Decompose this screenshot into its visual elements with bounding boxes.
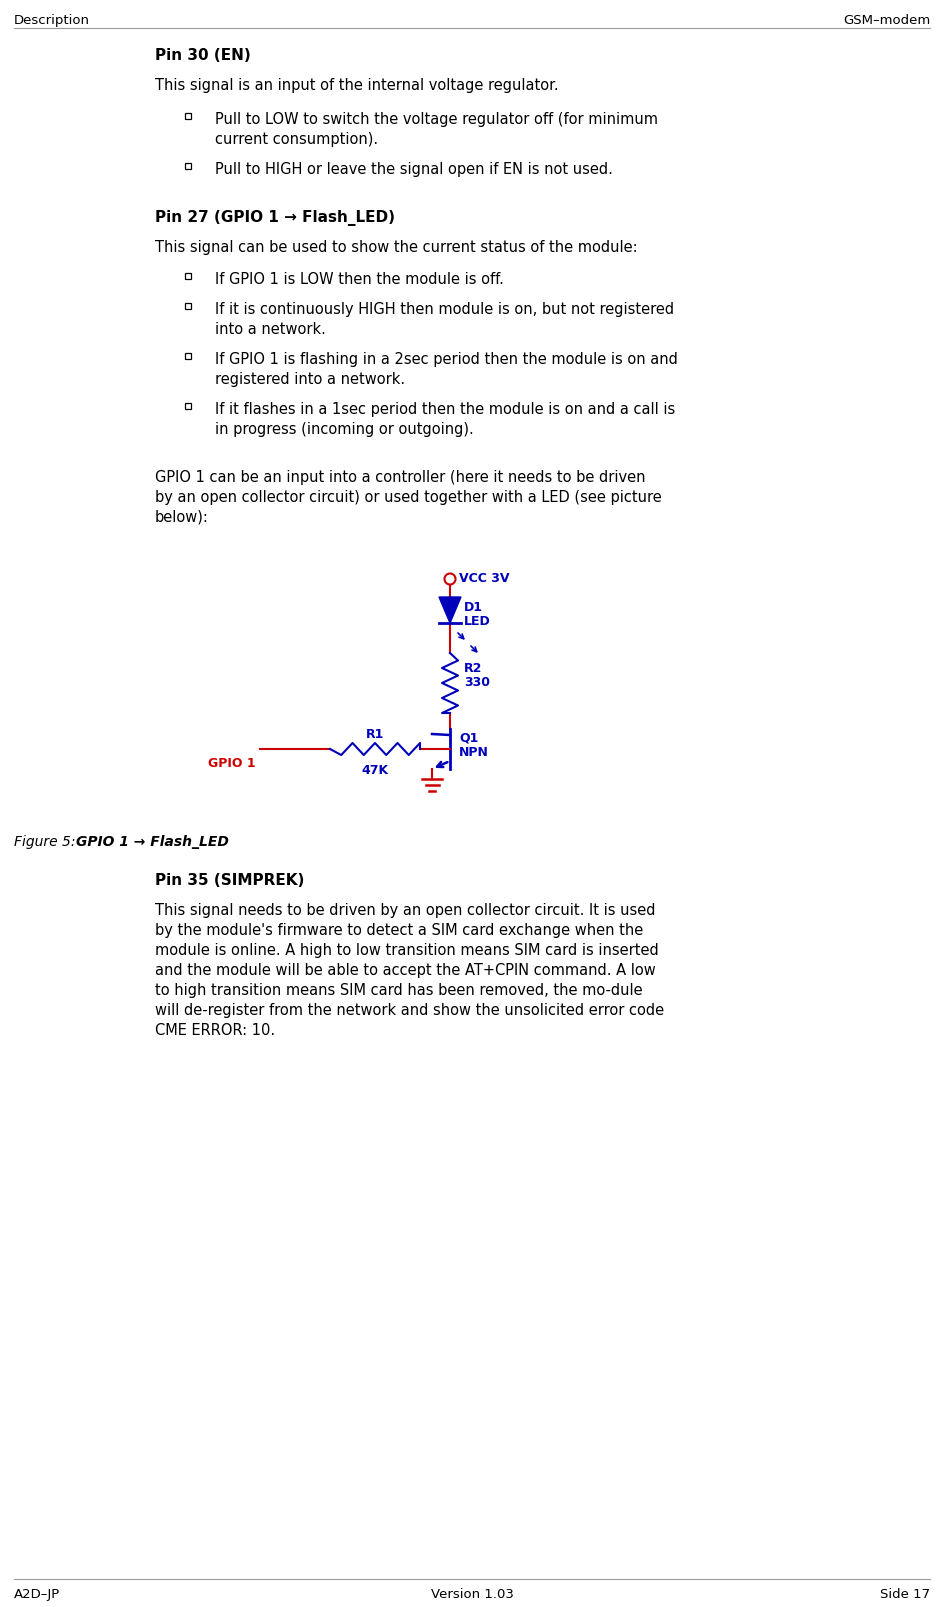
Text: 47K: 47K <box>362 763 389 776</box>
Text: If GPIO 1 is flashing in a 2sec period then the module is on and: If GPIO 1 is flashing in a 2sec period t… <box>215 352 678 366</box>
Text: LED: LED <box>464 614 491 628</box>
Text: Side 17: Side 17 <box>880 1588 930 1601</box>
Text: and the module will be able to accept the AT+CPIN command. A low: and the module will be able to accept th… <box>155 963 656 977</box>
Text: module is online. A high to low transition means SIM card is inserted: module is online. A high to low transiti… <box>155 942 659 958</box>
Bar <box>185 354 191 360</box>
Text: CME ERROR: 10.: CME ERROR: 10. <box>155 1022 275 1038</box>
Text: by the module's firmware to detect a SIM card exchange when the: by the module's firmware to detect a SIM… <box>155 922 643 937</box>
Bar <box>185 304 191 310</box>
Text: Pin 30 (EN): Pin 30 (EN) <box>155 48 251 63</box>
Text: Pin 27 (GPIO 1 → Flash_LED): Pin 27 (GPIO 1 → Flash_LED) <box>155 211 395 227</box>
Text: Description: Description <box>14 14 90 27</box>
Text: If it is continuously HIGH then module is on, but not registered: If it is continuously HIGH then module i… <box>215 302 674 317</box>
Text: GPIO 1 can be an input into a controller (here it needs to be driven: GPIO 1 can be an input into a controller… <box>155 469 646 485</box>
Text: will de-register from the network and show the unsolicited error code: will de-register from the network and sh… <box>155 1003 665 1017</box>
Text: A2D–JP: A2D–JP <box>14 1588 60 1601</box>
Text: D1: D1 <box>464 601 483 614</box>
Text: below):: below): <box>155 509 209 524</box>
Polygon shape <box>439 598 461 624</box>
Bar <box>185 164 191 170</box>
Text: GPIO 1: GPIO 1 <box>209 757 256 770</box>
Text: R1: R1 <box>366 728 384 741</box>
Text: Pull to LOW to switch the voltage regulator off (for minimum: Pull to LOW to switch the voltage regula… <box>215 112 658 127</box>
Text: GPIO 1 → Flash_LED: GPIO 1 → Flash_LED <box>76 834 228 848</box>
Text: 330: 330 <box>464 675 490 688</box>
Text: NPN: NPN <box>459 746 489 759</box>
Bar <box>185 273 191 280</box>
Text: Version 1.03: Version 1.03 <box>430 1588 514 1601</box>
Text: If GPIO 1 is LOW then the module is off.: If GPIO 1 is LOW then the module is off. <box>215 272 504 286</box>
Bar <box>185 403 191 410</box>
Text: If it flashes in a 1sec period then the module is on and a call is: If it flashes in a 1sec period then the … <box>215 402 675 416</box>
Text: This signal can be used to show the current status of the module:: This signal can be used to show the curr… <box>155 239 637 256</box>
Text: Figure 5:: Figure 5: <box>14 834 84 848</box>
Text: Pin 35 (SIMPREK): Pin 35 (SIMPREK) <box>155 873 304 887</box>
Text: into a network.: into a network. <box>215 321 326 337</box>
Text: VCC 3V: VCC 3V <box>459 572 510 585</box>
Text: This signal needs to be driven by an open collector circuit. It is used: This signal needs to be driven by an ope… <box>155 903 655 918</box>
Text: Pull to HIGH or leave the signal open if EN is not used.: Pull to HIGH or leave the signal open if… <box>215 162 613 177</box>
Text: Q1: Q1 <box>459 731 479 744</box>
Text: to high transition means SIM card has been removed, the mo-dule: to high transition means SIM card has be… <box>155 982 643 998</box>
Text: GSM–modem: GSM–modem <box>843 14 930 27</box>
Bar <box>185 114 191 121</box>
Text: This signal is an input of the internal voltage regulator.: This signal is an input of the internal … <box>155 79 559 93</box>
Text: current consumption).: current consumption). <box>215 132 379 146</box>
Text: by an open collector circuit) or used together with a LED (see picture: by an open collector circuit) or used to… <box>155 490 662 505</box>
Text: registered into a network.: registered into a network. <box>215 371 405 387</box>
Text: in progress (incoming or outgoing).: in progress (incoming or outgoing). <box>215 421 474 437</box>
Text: R2: R2 <box>464 662 482 675</box>
